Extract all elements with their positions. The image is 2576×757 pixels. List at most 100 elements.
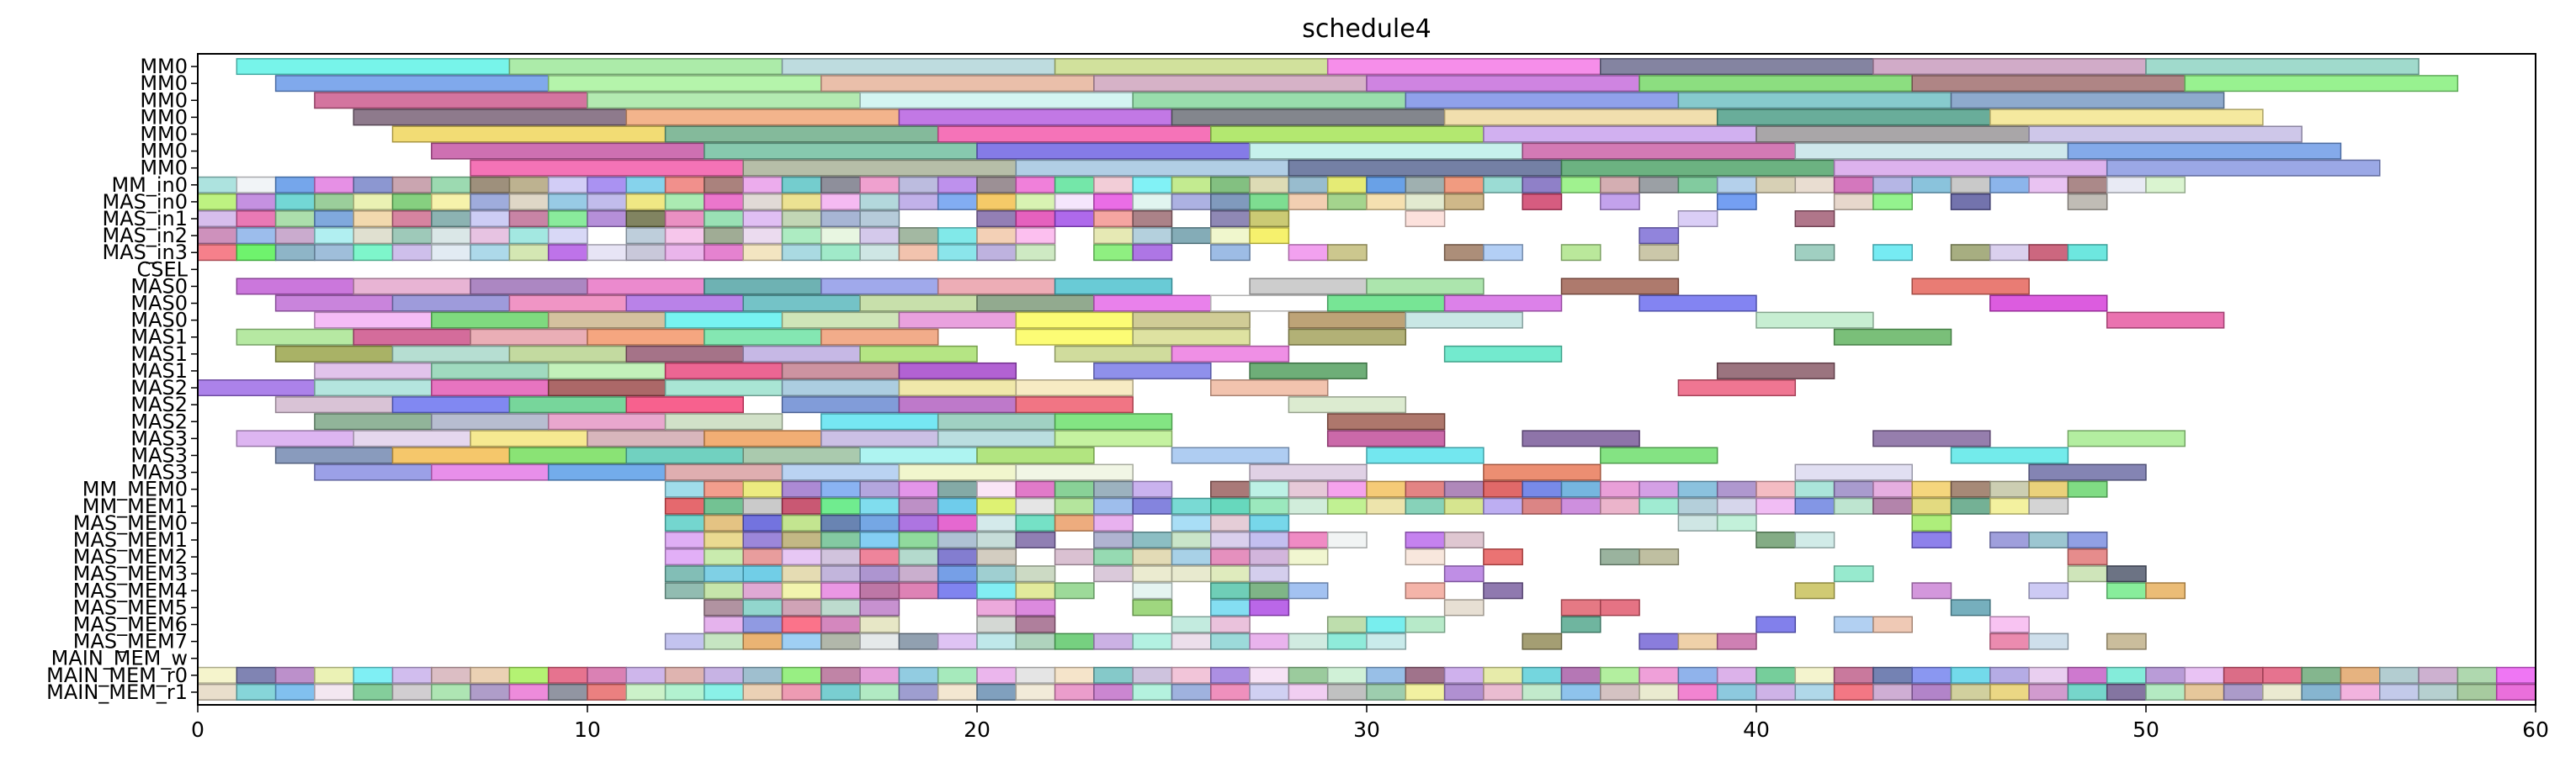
task-bar [821, 548, 861, 566]
task-bar [2106, 565, 2147, 583]
task-bar [1210, 210, 1251, 228]
task-bar [1560, 497, 1601, 515]
task-bar [1015, 683, 1056, 701]
task-bar [1210, 244, 1251, 262]
task-bar [664, 497, 705, 515]
task-bar [353, 210, 394, 228]
task-bar [1015, 311, 1134, 329]
task-bar [1716, 666, 1757, 684]
task-bar [1522, 497, 1563, 515]
task-bar [236, 430, 354, 447]
task-bar [1911, 514, 1952, 532]
task-bar [1560, 176, 1601, 193]
task-bar [508, 345, 628, 363]
task-bar [2106, 633, 2147, 650]
task-bar [508, 210, 550, 228]
task-bar [1443, 109, 1718, 126]
task-bar [1716, 109, 1991, 126]
task-bar [1249, 514, 1290, 532]
task-bar [664, 125, 939, 143]
task-bar [976, 531, 1017, 548]
task-bar [1639, 294, 1757, 312]
task-bar [1950, 92, 2225, 109]
task-bar [2028, 582, 2069, 600]
task-bar [898, 666, 939, 684]
task-bar [391, 210, 433, 228]
task-bar [1405, 480, 1446, 498]
task-bar [1405, 616, 1446, 633]
task-bar [1093, 193, 1134, 210]
task-bar [898, 244, 939, 262]
task-bar [1366, 480, 1407, 498]
task-bar [1755, 480, 1797, 498]
task-bar [1522, 683, 1563, 701]
task-bar [898, 531, 939, 548]
task-bar [704, 328, 822, 346]
task-bar [431, 379, 550, 397]
y-tick-label: MAS2 [130, 393, 188, 416]
task-bar [821, 599, 861, 617]
task-bar [508, 193, 550, 210]
task-bar [1522, 142, 1797, 160]
task-bar [314, 210, 354, 228]
task-bar [976, 548, 1017, 566]
task-bar [1483, 548, 1523, 566]
task-bar [664, 210, 705, 228]
task-bar [1249, 683, 1290, 701]
task-bar [1872, 616, 1913, 633]
task-bar [742, 294, 861, 312]
task-bar [625, 683, 667, 701]
task-bar [314, 311, 433, 329]
task-bar [274, 193, 316, 210]
task-bar [1249, 193, 1290, 210]
task-bar [625, 666, 667, 684]
task-bar [1639, 244, 1680, 262]
task-bar [1600, 548, 1640, 566]
task-bar [1405, 193, 1446, 210]
task-bar [1171, 227, 1212, 245]
task-bar [859, 616, 900, 633]
task-bar [1755, 125, 2030, 143]
task-bar [898, 683, 939, 701]
task-bar [1755, 176, 1797, 193]
task-bar [314, 176, 354, 193]
task-bar [353, 109, 628, 126]
task-bar [1639, 683, 1680, 701]
task-bar [742, 193, 783, 210]
task-bar [859, 599, 900, 617]
task-bar [274, 345, 394, 363]
task-bar [431, 413, 550, 431]
task-bar [508, 396, 628, 414]
task-bar [197, 193, 238, 210]
task-bar [1326, 531, 1368, 548]
task-bar [1794, 463, 1913, 481]
task-bar [1600, 447, 1718, 464]
task-bar [1054, 480, 1095, 498]
task-bar [1989, 531, 2030, 548]
task-bar [1600, 497, 1640, 515]
task-bar [2067, 531, 2108, 548]
task-bar [898, 633, 939, 650]
task-bar [821, 227, 861, 245]
task-bar [1132, 683, 1173, 701]
task-bar [470, 244, 511, 262]
task-bar [274, 294, 394, 312]
task-bar [508, 227, 550, 245]
task-bar [1015, 227, 1056, 245]
task-bar [1366, 75, 1640, 93]
task-bar [1443, 193, 1485, 210]
task-bar [1326, 244, 1368, 262]
task-bar [1210, 379, 1329, 397]
task-bar [2067, 548, 2108, 566]
task-bar [1288, 666, 1329, 684]
task-bar [976, 633, 1017, 650]
task-bar [1015, 328, 1134, 346]
task-bar [704, 210, 744, 228]
task-bar [1677, 379, 1797, 397]
task-bar [1171, 345, 1290, 363]
task-bar [1132, 92, 1407, 109]
task-bar [587, 666, 628, 684]
task-bar [898, 176, 939, 193]
task-bar [1833, 497, 1874, 515]
task-bar [704, 497, 744, 515]
